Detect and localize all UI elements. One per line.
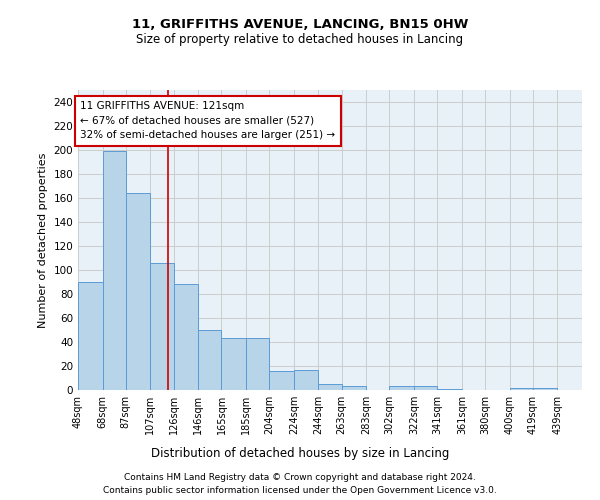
Text: Distribution of detached houses by size in Lancing: Distribution of detached houses by size … [151,448,449,460]
Text: Contains public sector information licensed under the Open Government Licence v3: Contains public sector information licen… [103,486,497,495]
Bar [221,338,246,390]
Bar [319,384,341,390]
Bar [246,338,269,390]
Bar [294,370,319,390]
Bar [389,386,414,390]
Bar [509,388,533,390]
Bar [269,371,294,390]
Bar [103,151,126,390]
Bar [414,386,437,390]
Bar [198,330,221,390]
Text: Contains HM Land Registry data © Crown copyright and database right 2024.: Contains HM Land Registry data © Crown c… [124,472,476,482]
Bar [78,282,103,390]
Text: 11 GRIFFITHS AVENUE: 121sqm
← 67% of detached houses are smaller (527)
32% of se: 11 GRIFFITHS AVENUE: 121sqm ← 67% of det… [80,101,335,140]
Y-axis label: Number of detached properties: Number of detached properties [38,152,48,328]
Bar [533,388,557,390]
Bar [151,263,173,390]
Text: Size of property relative to detached houses in Lancing: Size of property relative to detached ho… [136,32,464,46]
Bar [437,389,462,390]
Bar [173,284,198,390]
Bar [126,193,151,390]
Bar [341,386,366,390]
Text: 11, GRIFFITHS AVENUE, LANCING, BN15 0HW: 11, GRIFFITHS AVENUE, LANCING, BN15 0HW [132,18,468,30]
